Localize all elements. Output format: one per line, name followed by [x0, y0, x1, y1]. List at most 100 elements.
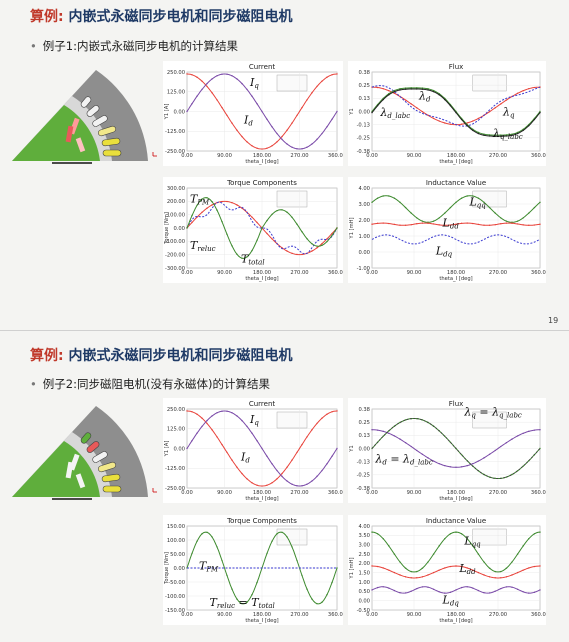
x-tick-label: 180.00: [253, 612, 271, 618]
series-marker: [483, 134, 485, 136]
series-marker: [488, 224, 491, 226]
series-marker: [382, 586, 384, 588]
series-marker: [291, 459, 293, 461]
series-marker: [311, 250, 313, 252]
series-marker: [460, 197, 463, 199]
series-marker: [201, 533, 203, 535]
series-marker: [533, 591, 536, 594]
series-marker: [276, 533, 278, 535]
plot-title: Inductance Value: [426, 517, 486, 525]
series-marker: [500, 445, 502, 448]
series-line: [371, 85, 541, 127]
x-tick-label: 180.00: [447, 490, 465, 496]
series-marker: [326, 463, 328, 465]
series-marker: [371, 223, 373, 225]
y-tick-label: 2.00: [358, 561, 370, 567]
y-tick-label: 1.00: [358, 234, 370, 240]
series-marker: [316, 422, 318, 425]
y-tick-label: -125.00: [165, 466, 185, 472]
curve-label: Iq: [249, 413, 259, 427]
series-marker: [438, 569, 440, 571]
series-marker: [236, 598, 238, 600]
series-marker: [444, 122, 446, 124]
series-marker: [533, 206, 536, 209]
series-marker: [231, 202, 233, 204]
series-marker: [301, 574, 303, 577]
series-marker: [201, 198, 203, 200]
legend-box: [276, 74, 308, 92]
series-marker: [231, 459, 233, 461]
series-marker: [196, 413, 198, 415]
series-marker: [286, 250, 288, 252]
series-marker: [410, 590, 412, 592]
y-tick-label: -0.25: [357, 136, 370, 142]
series-marker: [316, 85, 318, 88]
x-tick-label: 360.00: [328, 490, 343, 496]
series-marker: [516, 553, 519, 555]
series-marker: [494, 477, 496, 480]
series-marker: [522, 224, 524, 226]
series-marker: [191, 221, 193, 224]
series-marker: [416, 570, 418, 573]
series-marker: [236, 415, 238, 417]
series-marker: [466, 567, 468, 569]
x-tick-label: 270.00: [489, 490, 507, 496]
series-marker: [276, 209, 278, 212]
series-marker: [191, 214, 193, 217]
y-tick-label: 2.50: [358, 552, 370, 558]
series-marker: [321, 417, 323, 419]
series-marker: [388, 94, 390, 96]
series-marker: [388, 222, 390, 225]
series-marker: [539, 110, 541, 113]
y-tick-label: 3.00: [358, 542, 370, 548]
series-marker: [211, 204, 213, 206]
series-marker: [500, 577, 502, 579]
series-marker: [191, 74, 193, 76]
series-marker: [206, 531, 208, 533]
x-tick-label: 180.00: [447, 612, 465, 618]
series-marker: [256, 239, 258, 242]
series-marker: [449, 224, 452, 226]
series-marker: [211, 200, 213, 203]
series-marker: [271, 482, 273, 484]
x-tick-label: 90.00: [407, 153, 422, 159]
series-marker: [427, 586, 429, 588]
series-marker: [271, 145, 273, 147]
series-marker: [416, 88, 418, 90]
series-marker: [296, 559, 298, 562]
section1-title-main: 内嵌式永磁同步电机和同步磁阻电机: [63, 9, 293, 25]
series-marker: [488, 453, 491, 455]
series-marker: [306, 483, 308, 485]
x-tick-label: 0.00: [366, 490, 378, 496]
series-marker: [533, 533, 536, 535]
series-marker: [393, 589, 396, 592]
y-tick-label: -0.13: [357, 122, 370, 128]
series-marker: [427, 88, 429, 90]
series-marker: [505, 135, 508, 137]
y-tick-label: -100.00: [165, 239, 185, 245]
x-axis-label: theta_I [deg]: [245, 276, 278, 282]
series-marker: [321, 80, 323, 82]
series-marker: [505, 442, 508, 444]
series-marker: [321, 244, 323, 247]
series-marker: [331, 232, 333, 235]
series-marker: [231, 245, 233, 247]
series-marker: [393, 197, 396, 199]
series-marker: [321, 469, 323, 472]
series-marker: [404, 442, 407, 444]
series-marker: [196, 432, 198, 434]
series-marker: [241, 472, 243, 475]
series-marker: [438, 94, 440, 96]
plot-title: Inductance Value: [426, 179, 486, 187]
series-marker: [336, 110, 338, 113]
series-marker: [196, 540, 198, 543]
series-marker: [416, 223, 418, 225]
series-marker: [466, 124, 468, 127]
series-marker: [388, 89, 390, 92]
x-tick-label: 360.00: [531, 270, 546, 276]
series-marker: [516, 92, 519, 95]
series-marker: [477, 197, 480, 199]
series-marker: [331, 234, 333, 237]
x-tick-label: 360.00: [531, 490, 546, 496]
series-marker: [511, 561, 513, 563]
